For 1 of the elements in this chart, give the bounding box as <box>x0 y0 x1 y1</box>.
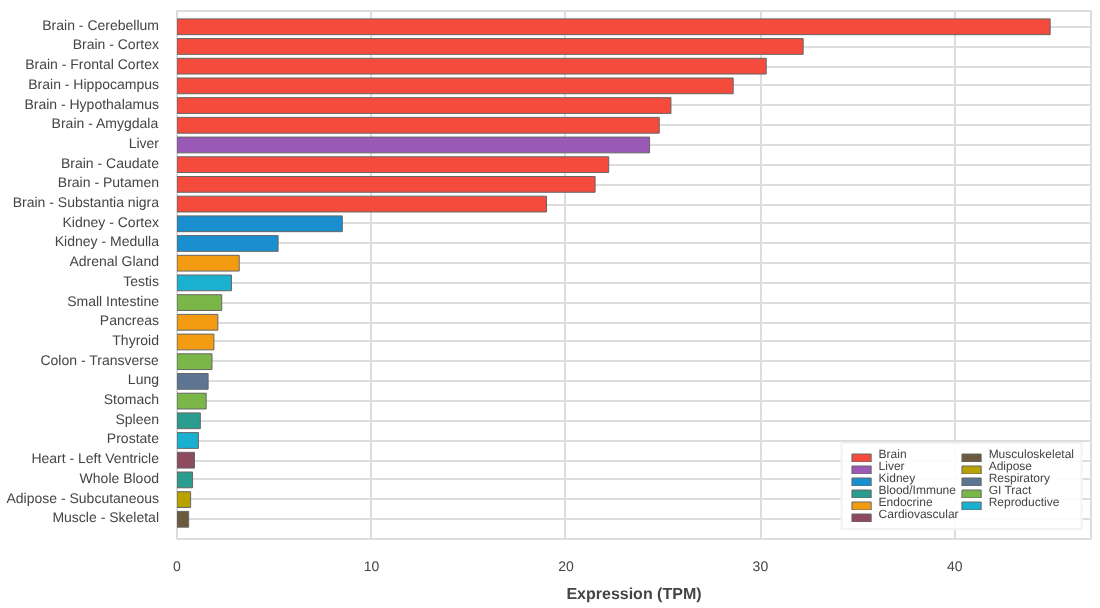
x-axis-title: Expression (TPM) <box>566 585 703 603</box>
